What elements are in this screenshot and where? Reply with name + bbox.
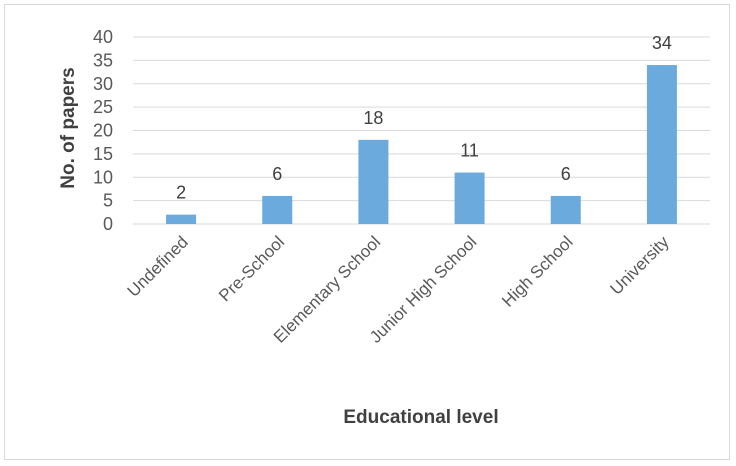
x-tick-label: Undefined	[124, 232, 192, 300]
data-label: 6	[272, 164, 282, 184]
bar	[550, 195, 581, 224]
x-axis-title: Educational level	[343, 407, 498, 428]
data-label: 6	[561, 164, 571, 184]
data-label: 2	[176, 183, 186, 203]
bars	[166, 65, 677, 224]
y-axis-title: No. of papers	[58, 67, 79, 188]
x-tick-label: Pre-School	[215, 232, 288, 305]
y-axis-ticks: 0 5 10 15 20 25 30 35 40	[93, 27, 113, 234]
y-tick-label: 15	[93, 144, 113, 164]
data-label: 11	[460, 141, 479, 161]
x-tick-label: Elementary School	[270, 232, 384, 346]
data-labels: 2 6 18 11 6 34	[176, 33, 672, 203]
y-tick-label: 35	[93, 50, 113, 70]
data-label: 18	[363, 108, 383, 128]
bar	[358, 139, 389, 224]
data-label: 34	[652, 33, 672, 53]
x-tick-label: High School	[498, 232, 576, 310]
chart-frame	[4, 4, 730, 460]
bar	[454, 172, 485, 224]
x-tick-label: Junior High School	[366, 232, 480, 346]
y-tick-label: 20	[93, 121, 113, 141]
gridlines	[133, 36, 710, 225]
bar	[262, 195, 293, 224]
y-tick-label: 30	[93, 74, 113, 94]
y-tick-label: 25	[93, 97, 113, 117]
y-tick-label: 10	[93, 167, 113, 187]
bar	[646, 65, 677, 224]
bar	[166, 214, 197, 224]
y-tick-label: 0	[103, 214, 113, 234]
y-tick-label: 40	[93, 27, 113, 47]
x-tick-label: University	[607, 232, 674, 299]
y-tick-label: 5	[103, 191, 113, 211]
